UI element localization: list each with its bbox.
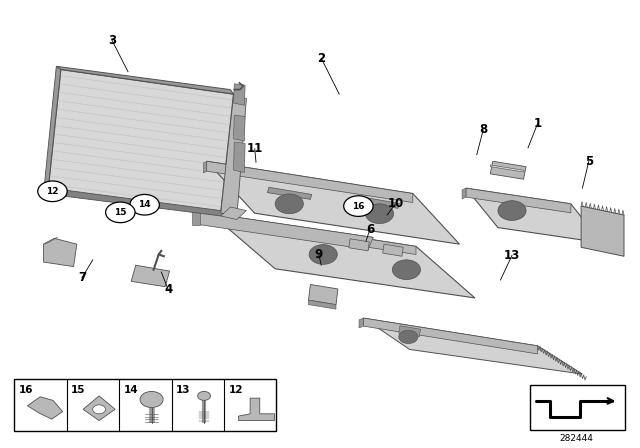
Polygon shape — [195, 212, 373, 250]
Polygon shape — [48, 69, 234, 213]
Text: 14: 14 — [138, 200, 151, 209]
Circle shape — [392, 260, 420, 280]
Circle shape — [93, 405, 106, 414]
Circle shape — [38, 181, 67, 202]
Polygon shape — [212, 215, 475, 298]
Polygon shape — [204, 161, 207, 173]
Polygon shape — [44, 238, 77, 267]
Text: 16: 16 — [19, 385, 33, 395]
Polygon shape — [490, 165, 524, 172]
Text: 6: 6 — [366, 223, 374, 236]
Text: 14: 14 — [124, 385, 138, 395]
Polygon shape — [192, 212, 200, 225]
Text: 282444: 282444 — [559, 434, 593, 443]
Polygon shape — [212, 215, 416, 254]
Polygon shape — [359, 318, 364, 328]
Polygon shape — [364, 318, 538, 354]
Circle shape — [498, 201, 526, 220]
Polygon shape — [234, 115, 245, 141]
Circle shape — [275, 194, 303, 214]
Polygon shape — [383, 244, 403, 256]
Circle shape — [344, 196, 373, 216]
Polygon shape — [208, 215, 212, 225]
Text: 15: 15 — [71, 385, 86, 395]
Polygon shape — [462, 188, 466, 199]
Polygon shape — [308, 284, 338, 305]
Polygon shape — [268, 187, 312, 199]
Text: 16: 16 — [352, 202, 365, 211]
Polygon shape — [581, 206, 624, 256]
Text: 8: 8 — [479, 123, 487, 137]
Polygon shape — [56, 66, 234, 94]
Circle shape — [140, 392, 163, 408]
Text: 1: 1 — [534, 117, 541, 130]
Polygon shape — [44, 188, 227, 216]
Circle shape — [130, 194, 159, 215]
Text: 12: 12 — [228, 385, 243, 395]
Circle shape — [198, 392, 211, 401]
Polygon shape — [221, 207, 246, 220]
Polygon shape — [466, 188, 571, 213]
Polygon shape — [44, 66, 61, 194]
Text: 2: 2 — [317, 52, 325, 65]
Polygon shape — [195, 212, 373, 244]
Text: 11: 11 — [246, 142, 263, 155]
Text: 12: 12 — [46, 187, 59, 196]
Text: 13: 13 — [504, 249, 520, 262]
Polygon shape — [221, 95, 246, 217]
Polygon shape — [28, 397, 63, 419]
Polygon shape — [234, 142, 245, 172]
Polygon shape — [364, 318, 582, 374]
Circle shape — [309, 245, 337, 264]
Polygon shape — [44, 237, 58, 244]
Polygon shape — [349, 239, 369, 251]
Polygon shape — [490, 161, 526, 179]
Text: 9: 9 — [315, 247, 323, 261]
Polygon shape — [234, 84, 245, 105]
Polygon shape — [83, 396, 115, 421]
Text: 3: 3 — [108, 34, 116, 47]
Text: 13: 13 — [176, 385, 191, 395]
Text: 5: 5 — [585, 155, 593, 168]
Polygon shape — [399, 326, 420, 337]
Circle shape — [399, 330, 418, 344]
Polygon shape — [466, 188, 602, 243]
Text: 7: 7 — [78, 271, 86, 284]
Circle shape — [106, 202, 135, 223]
Polygon shape — [207, 161, 413, 202]
FancyBboxPatch shape — [530, 385, 625, 430]
Text: 10: 10 — [387, 197, 404, 211]
Polygon shape — [308, 300, 336, 309]
Polygon shape — [131, 265, 170, 287]
FancyBboxPatch shape — [14, 379, 276, 431]
Polygon shape — [239, 398, 275, 421]
Circle shape — [365, 204, 394, 224]
Text: 15: 15 — [114, 208, 127, 217]
Polygon shape — [207, 161, 460, 244]
Text: 4: 4 — [164, 283, 172, 297]
Polygon shape — [362, 197, 399, 208]
